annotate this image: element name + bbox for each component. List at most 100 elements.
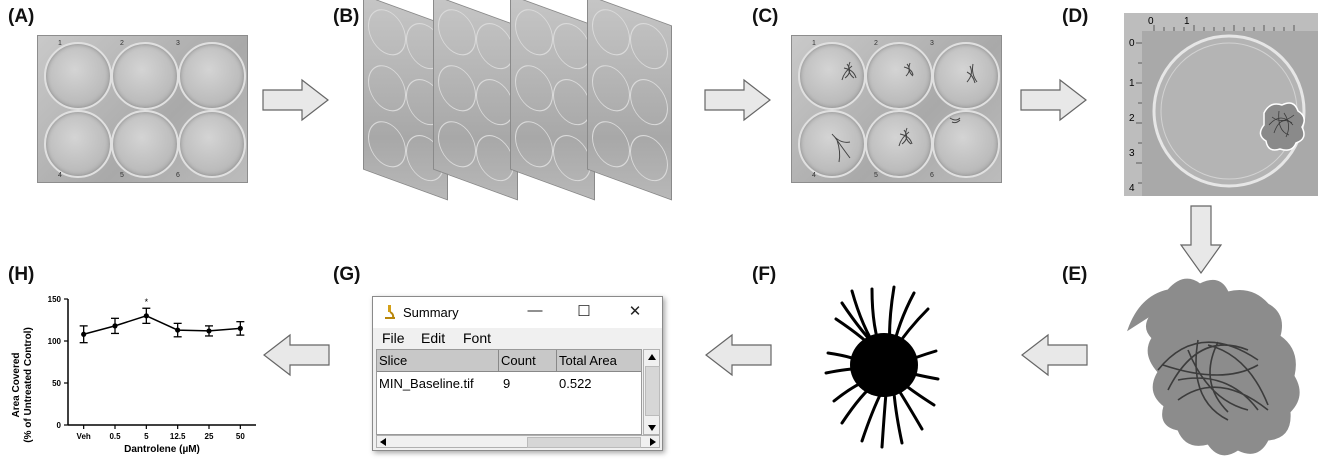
- y-tick-label: 150: [48, 295, 62, 304]
- well-plate-a: 1 2 3 4 5 6: [37, 35, 248, 183]
- panel-label-a: (A): [8, 6, 35, 27]
- horizontal-scrollbar[interactable]: [376, 435, 660, 448]
- well: [865, 42, 933, 110]
- well-number: 5: [120, 172, 124, 179]
- well-number: 6: [930, 172, 934, 179]
- x-tick-label: 0.5: [109, 432, 121, 441]
- panel-label-f: (F): [752, 264, 777, 285]
- x-axis-label: Dantrolene (µM): [124, 444, 200, 455]
- x-tick-label: 12.5: [170, 432, 186, 441]
- panel-label-e: (E): [1062, 264, 1088, 285]
- column-header-count[interactable]: Count: [499, 350, 557, 372]
- scroll-down-icon[interactable]: [647, 424, 657, 432]
- down-arrow-icon: [1179, 205, 1223, 275]
- left-arrow-icon: [705, 333, 772, 377]
- well: [44, 110, 112, 178]
- window-title: Summary: [403, 305, 459, 320]
- ruler-left-tick: 2: [1129, 113, 1135, 124]
- x-tick-label: 50: [236, 432, 245, 441]
- summary-window: Summary — ☐ ✕ File Edit Font Slice Count…: [372, 296, 663, 451]
- series-line: [83, 314, 241, 336]
- well: [178, 110, 246, 178]
- scroll-up-icon[interactable]: [647, 353, 657, 361]
- panel-label-c: (C): [752, 6, 779, 27]
- menu-file[interactable]: File: [382, 330, 405, 346]
- ruler-left-tick: 1: [1129, 78, 1135, 89]
- well-number: 2: [874, 40, 878, 47]
- panel-label-g: (G): [333, 264, 361, 285]
- y-tick-label: 50: [52, 379, 61, 388]
- scroll-left-icon[interactable]: [379, 438, 387, 446]
- stacked-plate: [510, 0, 595, 201]
- scroll-thumb[interactable]: [527, 437, 641, 448]
- plate-stack: [363, 0, 678, 201]
- well-number: 5: [874, 172, 878, 179]
- data-point: [81, 331, 87, 337]
- y-axis-label-line1: Area Covered: [11, 352, 22, 417]
- ruler-top-tick: 1: [1184, 16, 1190, 27]
- well-number: 6: [176, 172, 180, 179]
- panel-label-h: (H): [8, 264, 35, 285]
- table-cell: 9: [503, 376, 511, 391]
- well-number: 1: [58, 40, 62, 47]
- well-number: 1: [812, 40, 816, 47]
- well: [178, 42, 246, 110]
- y-tick-label: 0: [57, 421, 62, 430]
- well: [865, 110, 933, 178]
- column-header-total-area[interactable]: Total Area: [557, 350, 641, 372]
- data-point: [237, 325, 243, 331]
- threshold-overlay: [1127, 278, 1300, 456]
- well: [111, 110, 179, 178]
- significance-marker: *: [145, 297, 149, 307]
- well-number: 4: [58, 172, 62, 179]
- left-arrow-icon: [1021, 333, 1088, 377]
- menu-font[interactable]: Font: [463, 330, 492, 346]
- ruler-top-tick: 0: [1148, 16, 1154, 27]
- x-tick-label: 25: [205, 432, 214, 441]
- y-axis-label-line2: (% of Untreated Control): [23, 327, 34, 443]
- well-plate-c: 1 2 3 4 5 6: [791, 35, 1002, 183]
- x-tick-label: 5: [144, 432, 149, 441]
- ruler-left-tick: 0: [1129, 38, 1135, 49]
- ruler-left-tick: 4: [1129, 183, 1135, 194]
- x-tick-label: Veh: [77, 432, 91, 441]
- stacked-plate: [587, 0, 672, 201]
- well-number: 3: [176, 40, 180, 47]
- well: [44, 42, 112, 110]
- results-table: Slice Count Total Area MIN_Baseline.tif …: [376, 349, 642, 435]
- well-number: 2: [120, 40, 124, 47]
- panel-label-d: (D): [1062, 6, 1089, 27]
- scroll-right-icon[interactable]: [649, 438, 657, 446]
- ruler-left-tick: 3: [1129, 148, 1135, 159]
- well-number: 4: [812, 172, 816, 179]
- well-photo: 0 1 0 1 2 3 4: [1124, 13, 1318, 196]
- data-point: [206, 328, 212, 334]
- well: [932, 42, 1000, 110]
- right-arrow-icon: [262, 78, 329, 122]
- tissue-explants: [831, 61, 978, 163]
- stacked-plate: [433, 0, 518, 201]
- column-header-slice[interactable]: Slice: [377, 350, 499, 372]
- well: [111, 42, 179, 110]
- panel-label-b: (B): [333, 6, 360, 27]
- menu-edit[interactable]: Edit: [421, 330, 446, 346]
- data-point: [143, 313, 149, 319]
- data-point: [112, 323, 118, 329]
- left-arrow-icon: [263, 333, 330, 377]
- well: [932, 110, 1000, 178]
- dose-response-chart: Area Covered (% of Untreated Control) Da…: [11, 295, 256, 455]
- vertical-scrollbar[interactable]: [643, 349, 660, 435]
- data-point: [175, 327, 181, 333]
- binary-mask: [824, 285, 940, 449]
- right-arrow-icon: [1020, 78, 1087, 122]
- scroll-thumb[interactable]: [645, 366, 660, 416]
- table-cell: MIN_Baseline.tif: [379, 376, 474, 391]
- minimize-button[interactable]: —: [527, 302, 543, 319]
- y-tick-label: 100: [48, 337, 62, 346]
- maximize-button[interactable]: ☐: [577, 303, 591, 320]
- well-number: 3: [930, 40, 934, 47]
- right-arrow-icon: [704, 78, 771, 122]
- close-button[interactable]: ✕: [628, 303, 642, 320]
- table-cell: 0.522: [559, 376, 592, 391]
- menu-bar: File Edit Font: [373, 328, 662, 348]
